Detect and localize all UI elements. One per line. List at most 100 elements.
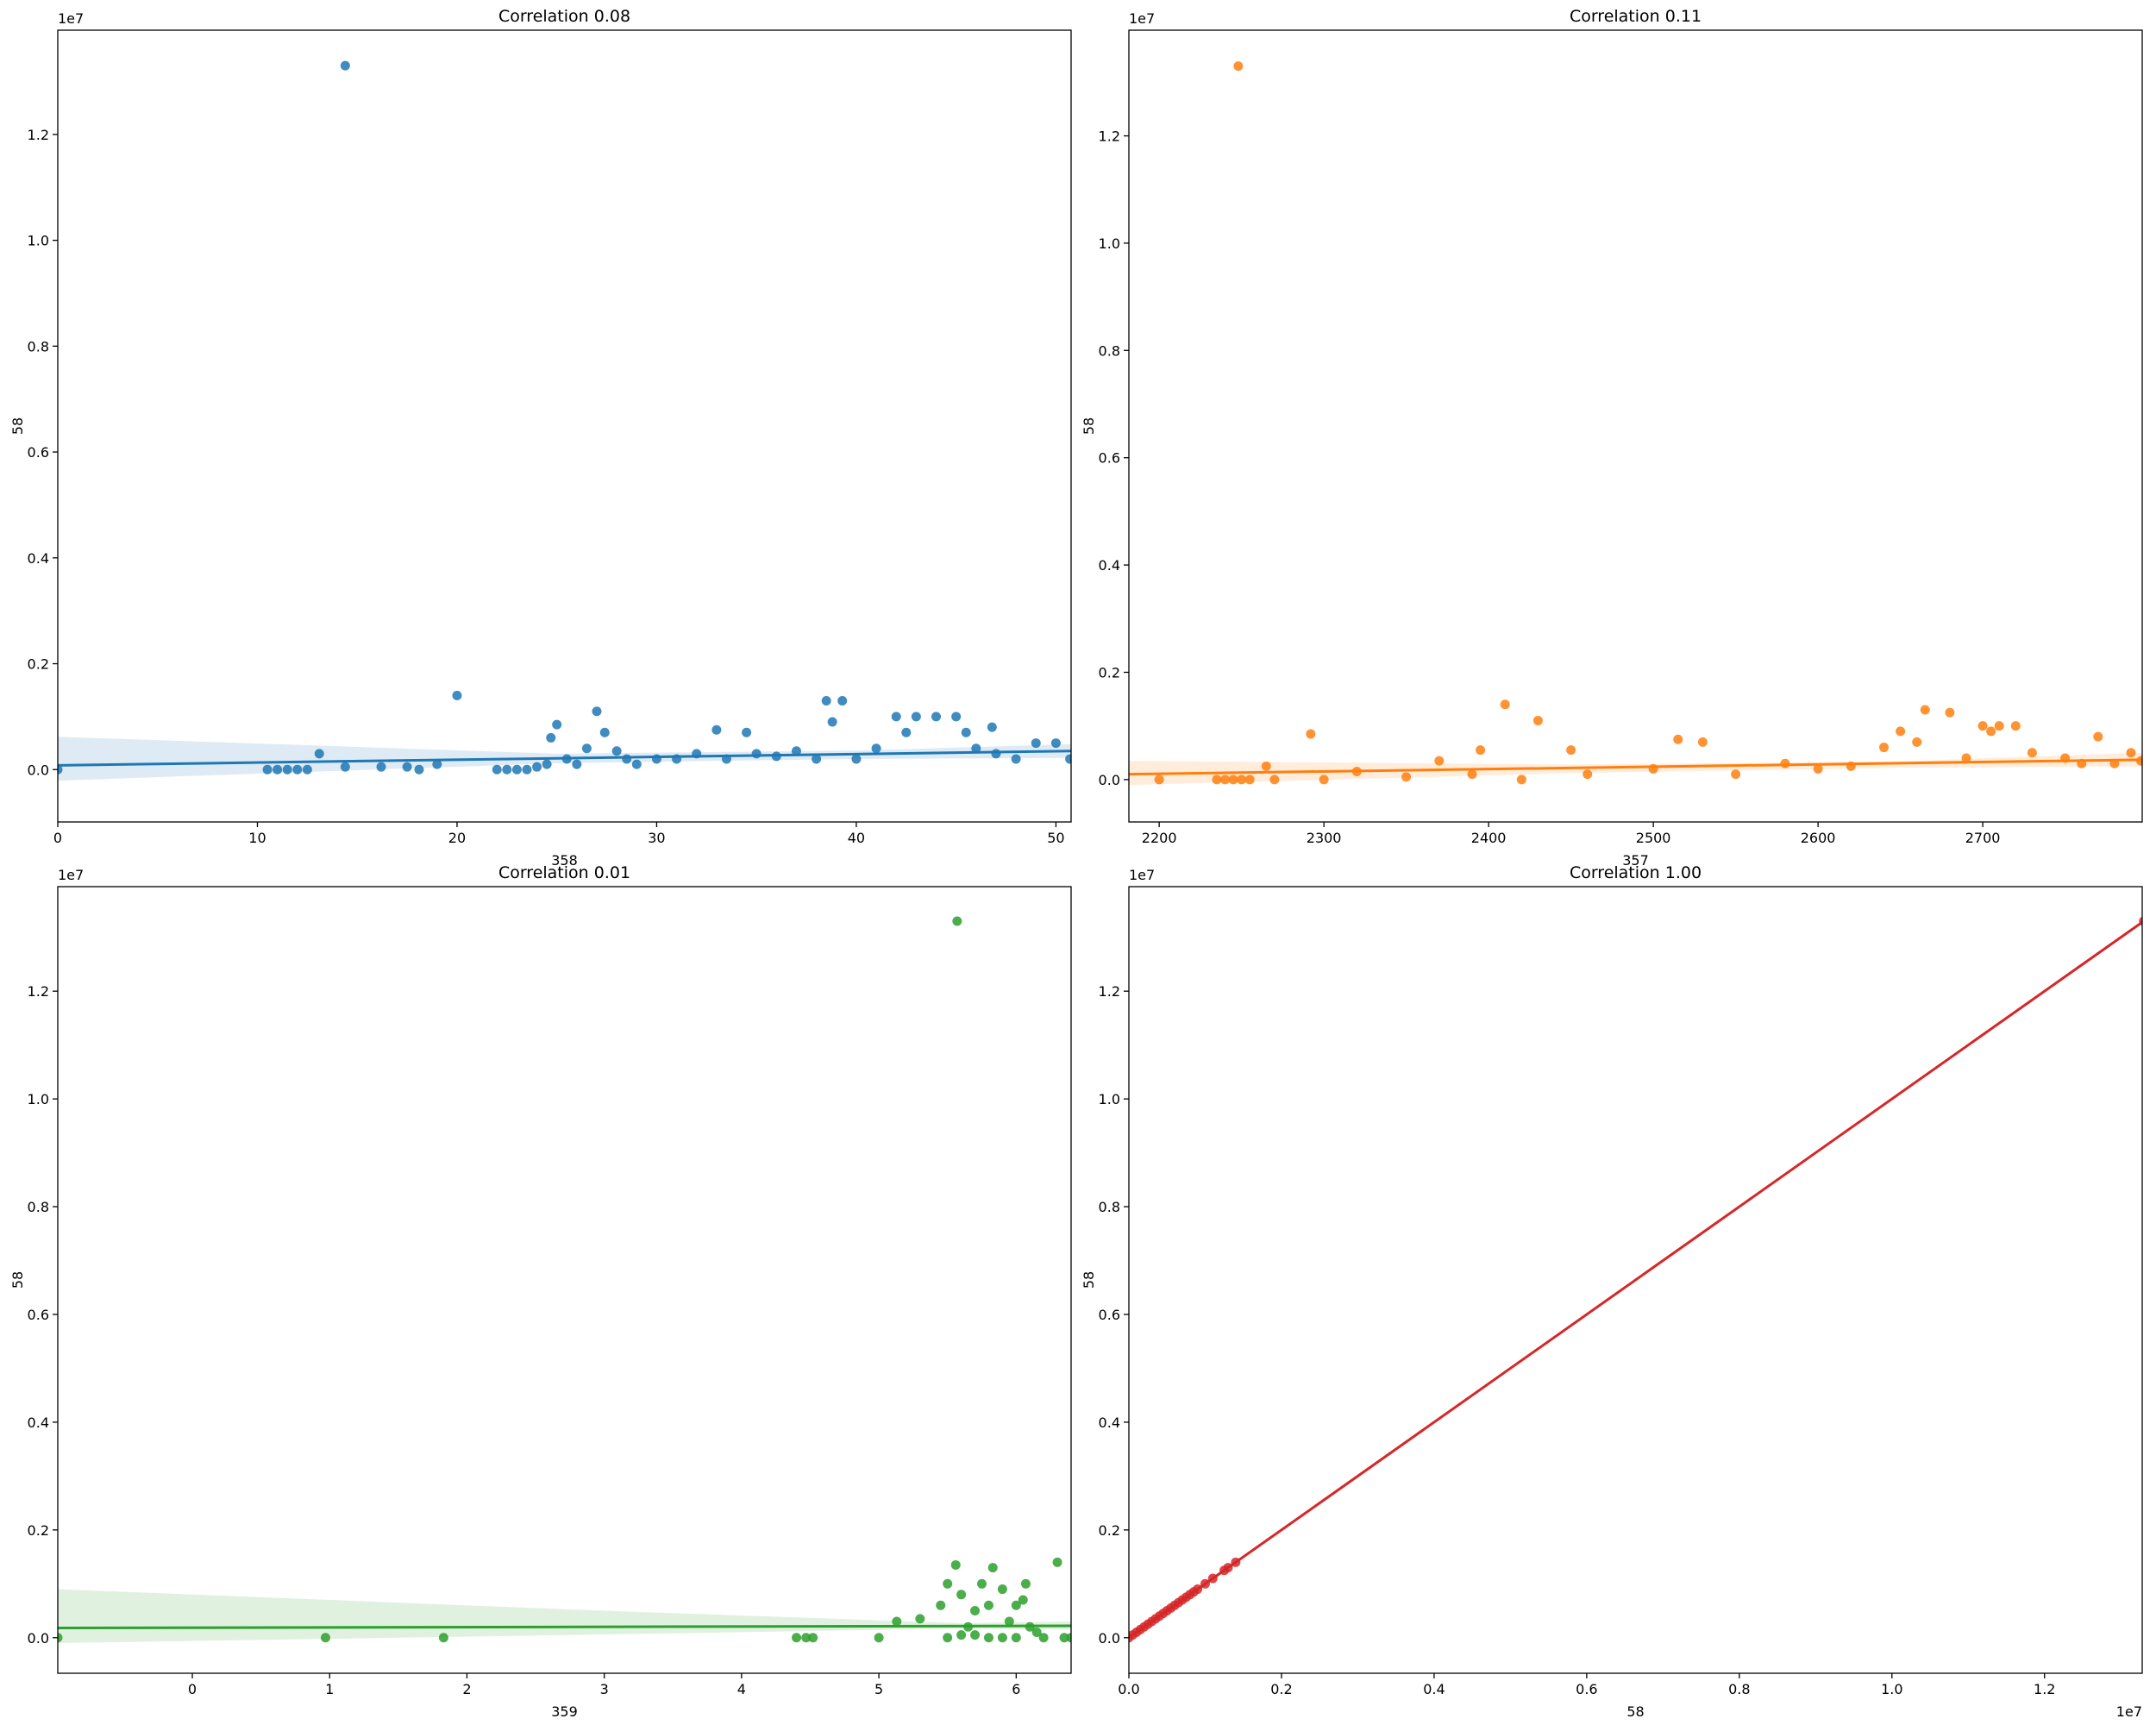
- y-tick-label: 0.2: [28, 656, 49, 673]
- y-axis-label: 58: [1081, 417, 1097, 435]
- point: [983, 1600, 993, 1610]
- point: [808, 1633, 818, 1643]
- point: [1697, 737, 1708, 747]
- point: [452, 690, 462, 700]
- point: [438, 1633, 448, 1643]
- y-tick-label: 0.6: [1099, 1307, 1120, 1323]
- y-tick-label: 0.0: [28, 762, 49, 778]
- point: [851, 754, 862, 764]
- point: [792, 1633, 802, 1643]
- y-tick-label: 0.6: [28, 1307, 49, 1323]
- point: [943, 1633, 953, 1643]
- y-tick-label: 0.8: [1099, 342, 1120, 359]
- point: [956, 1630, 967, 1640]
- x-tick-label: 0: [53, 830, 62, 846]
- point: [1011, 754, 1021, 764]
- point: [1476, 745, 1486, 756]
- point: [314, 749, 324, 759]
- subplot-title: Correlation 0.11: [1570, 7, 1702, 26]
- point: [2126, 748, 2136, 758]
- point: [1004, 1616, 1014, 1627]
- regression-line: [1129, 758, 2142, 776]
- point: [1961, 753, 1971, 763]
- subplot-title: Correlation 1.00: [1570, 863, 1702, 882]
- y-axis-label: 58: [9, 417, 26, 435]
- point: [821, 695, 831, 706]
- x-tick-label: 1.2: [2034, 1681, 2055, 1697]
- point: [592, 706, 602, 717]
- point: [273, 764, 283, 775]
- point: [511, 764, 522, 775]
- y-tick-label: 0.2: [28, 1522, 49, 1539]
- point: [1813, 763, 1823, 774]
- y-tick-label: 0.4: [28, 1414, 49, 1431]
- point: [1306, 729, 1316, 739]
- x-tick-label: 0.0: [1118, 1681, 1139, 1697]
- y-tick-label: 0.4: [28, 550, 49, 567]
- point: [801, 1633, 812, 1643]
- point: [1401, 772, 1412, 782]
- plot-area: [1129, 61, 2142, 786]
- point: [542, 759, 552, 769]
- x-tick-label: 0.2: [1270, 1681, 1292, 1697]
- point: [1018, 1595, 1028, 1605]
- point: [1244, 775, 1255, 785]
- y-offset-label: 1e7: [1129, 10, 1155, 27]
- y-tick-label: 0.0: [1099, 1630, 1120, 1647]
- point: [892, 1616, 902, 1627]
- y-tick-label: 0.6: [28, 444, 49, 461]
- point: [742, 727, 752, 737]
- point: [956, 1590, 967, 1600]
- point: [791, 746, 801, 756]
- point: [1434, 756, 1445, 766]
- point: [1154, 775, 1164, 785]
- subplot: 0.0 0.2 0.4 0.6 0.8 1.0 1.2 0.0 0.2 0.4 0.6 0.8 1.0 1…: [1081, 863, 2143, 1720]
- point: [1977, 721, 1988, 731]
- point: [1516, 775, 1526, 785]
- point: [432, 759, 442, 769]
- x-tick-label: 0.8: [1728, 1681, 1750, 1697]
- point: [1220, 775, 1231, 785]
- y-tick-label: 1.0: [28, 1091, 49, 1107]
- point: [1731, 769, 1741, 780]
- regression-line: [58, 750, 1071, 767]
- point: [977, 1578, 987, 1589]
- point: [340, 60, 350, 71]
- point: [532, 762, 542, 772]
- point: [871, 743, 881, 754]
- point: [1065, 754, 1071, 764]
- x-tick-label: 4: [737, 1681, 746, 1697]
- x-tick-label: 3: [600, 1681, 609, 1697]
- y-tick-label: 0.8: [28, 1199, 49, 1215]
- y-tick-label: 1.0: [28, 233, 49, 249]
- point: [1912, 737, 1922, 747]
- subplot-title: Correlation 0.08: [498, 7, 630, 26]
- point: [1233, 61, 1244, 72]
- point: [599, 727, 610, 737]
- subplot-title: Correlation 0.01: [498, 863, 630, 882]
- point: [502, 764, 512, 775]
- y-tick-label: 1.2: [1099, 129, 1120, 145]
- y-offset-label: 1e7: [58, 10, 84, 27]
- x-tick-label: 50: [1047, 830, 1064, 846]
- point: [991, 749, 1001, 759]
- point: [1050, 738, 1061, 749]
- point: [492, 764, 502, 775]
- y-tick-label: 0.2: [1099, 1522, 1120, 1539]
- y-tick-label: 0.4: [1099, 1414, 1120, 1431]
- point: [58, 1633, 63, 1643]
- y-tick-label: 1.0: [1099, 1091, 1120, 1107]
- point: [1319, 775, 1329, 785]
- point: [1269, 775, 1280, 785]
- point: [552, 719, 562, 730]
- y-tick-label: 0.2: [1099, 664, 1120, 681]
- x-tick-label: 2500: [1636, 830, 1671, 846]
- axes-frame: [1128, 29, 2143, 823]
- point: [1066, 1633, 1071, 1643]
- point: [1031, 1628, 1042, 1638]
- y-tick-label: 1.2: [28, 127, 49, 143]
- point: [1011, 1633, 1021, 1643]
- point: [1945, 707, 1955, 718]
- point: [983, 1633, 993, 1643]
- point: [1566, 745, 1576, 756]
